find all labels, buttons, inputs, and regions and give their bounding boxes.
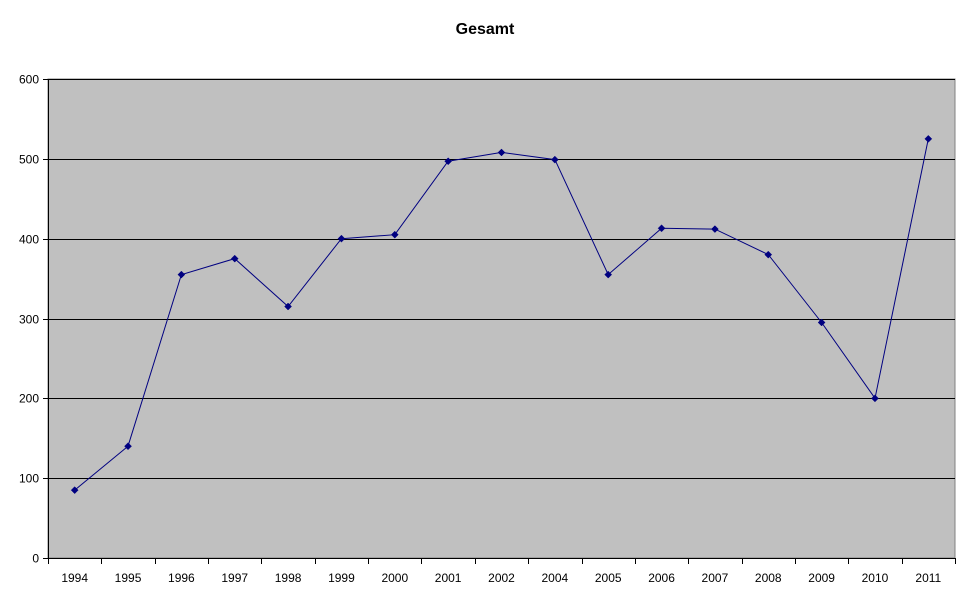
y-tick-label: 600: [19, 73, 39, 87]
x-tick-label: 2010: [862, 571, 889, 585]
data-point: [817, 318, 826, 327]
data-point: [550, 155, 559, 164]
x-tick-label: 1995: [115, 571, 142, 585]
data-point: [70, 486, 79, 494]
x-tick-label: 2000: [381, 571, 408, 585]
x-tick-label: 2011: [915, 571, 941, 585]
data-point: [657, 224, 666, 233]
data-point: [337, 234, 346, 243]
data-point: [390, 230, 399, 239]
y-tick-label: 0: [32, 552, 39, 566]
x-tick-label: 2002: [488, 571, 515, 585]
data-point: [711, 225, 719, 233]
x-tick-label: 2005: [595, 571, 622, 585]
y-tick-label: 200: [19, 392, 39, 406]
x-tick-label: 2009: [808, 571, 835, 585]
data-point: [764, 250, 773, 259]
data-point: [497, 148, 506, 157]
x-tick-label: 2008: [755, 571, 782, 585]
data-point: [177, 270, 186, 279]
x-tick-label: 2001: [435, 571, 462, 585]
y-tick-label: 100: [19, 472, 39, 486]
data-point: [284, 302, 292, 311]
y-tick-label: 500: [19, 153, 39, 167]
data-point: [924, 135, 933, 143]
x-tick-label: 1994: [61, 571, 88, 585]
data-point: [444, 157, 453, 166]
chart-title: Gesamt: [455, 21, 515, 38]
x-tick-label: 1998: [275, 571, 302, 585]
x-tick-label: 2006: [648, 571, 675, 585]
data-point: [871, 394, 879, 403]
data-point: [230, 254, 239, 263]
data-point: [604, 270, 613, 279]
x-tick-label: 1997: [221, 571, 248, 585]
y-tick-label: 400: [19, 233, 39, 247]
x-tick-label: 2004: [542, 571, 569, 585]
x-tick-label: 1999: [328, 571, 355, 585]
y-tick-label: 300: [19, 313, 39, 327]
x-tick-label: 1996: [168, 571, 195, 585]
x-tick-label: 2007: [702, 571, 729, 585]
data-point: [124, 442, 132, 451]
